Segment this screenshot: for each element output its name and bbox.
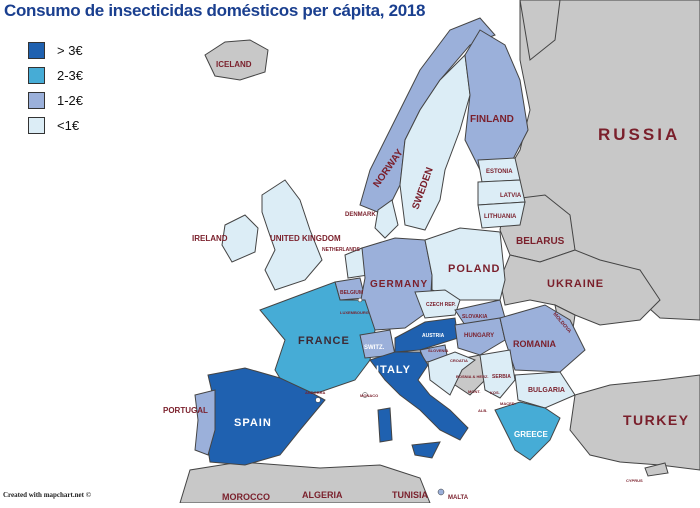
region-bulgaria xyxy=(514,371,576,409)
label-bosnia: BOSNIA & HERZ. xyxy=(456,374,489,379)
region-iceland xyxy=(204,39,269,81)
legend-label-gt3: > 3€ xyxy=(57,43,83,58)
label-luxembourg: LUXEMBOURG xyxy=(340,310,369,315)
legend-item-gt3: > 3€ xyxy=(28,38,83,63)
legend-item-1-2: 1-2€ xyxy=(28,88,83,113)
region-denmark xyxy=(374,199,399,239)
label-belgium: BELGIUM xyxy=(340,290,363,296)
region-finland xyxy=(464,29,529,171)
legend-item-lt1: <1€ xyxy=(28,113,83,138)
region-ireland xyxy=(221,214,259,263)
label-iceland: ICELAND xyxy=(216,60,252,69)
label-andorra: ANDORRA xyxy=(305,390,326,395)
legend-label-1-2: 1-2€ xyxy=(57,93,84,108)
label-uk: UNITED KINGDOM xyxy=(270,234,341,243)
region-hungary xyxy=(454,317,506,356)
label-croatia: CROATIA xyxy=(450,358,468,363)
label-cyprus: CYPRUS xyxy=(626,478,643,483)
label-tunisia: TUNISIA xyxy=(392,490,429,500)
legend-swatch-2-3 xyxy=(28,67,45,84)
region-north-africa xyxy=(179,461,431,504)
label-ukraine: UKRAINE xyxy=(547,278,604,290)
label-netherlands: NETHERLANDS xyxy=(322,247,360,253)
label-denmark: DENMARK xyxy=(345,212,376,218)
legend: > 3€ 2-3€ 1-2€ <1€ xyxy=(28,38,83,138)
map-title: Consumo de insecticidas domésticos per c… xyxy=(4,1,426,20)
label-bulgaria: BULGARIA xyxy=(528,387,565,394)
label-hungary: HUNGARY xyxy=(464,333,494,339)
label-portugal: PORTUGAL xyxy=(163,406,208,415)
label-montenegro: MONT. xyxy=(468,389,480,394)
marker-andorra xyxy=(315,397,321,403)
label-greece: GREECE xyxy=(514,430,548,439)
region-italy xyxy=(369,351,469,441)
region-sweden xyxy=(399,53,471,231)
label-spain: SPAIN xyxy=(234,417,272,429)
label-kosovo: KOS. xyxy=(490,390,500,395)
region-sicily xyxy=(411,441,441,459)
label-turkey: TURKEY xyxy=(623,412,690,428)
label-morocco: MOROCCO xyxy=(222,492,270,502)
label-albania: ALB. xyxy=(478,408,487,413)
label-ireland: IRELAND xyxy=(192,234,228,243)
legend-swatch-gt3 xyxy=(28,42,45,59)
label-finland: FINLAND xyxy=(470,114,514,125)
label-malta: MALTA xyxy=(448,495,469,501)
region-ukraine xyxy=(499,249,661,326)
label-macedonia: MACED. xyxy=(500,401,516,406)
label-belarus: BELARUS xyxy=(516,236,565,247)
region-sardinia xyxy=(377,407,393,443)
label-slovenia: SLOVENIA xyxy=(428,348,449,353)
region-north-grey xyxy=(519,0,561,61)
marker-malta xyxy=(437,488,445,496)
region-cyprus xyxy=(644,462,669,477)
label-slovakia: SLOVAKIA xyxy=(462,314,488,320)
label-algeria: ALGERIA xyxy=(302,490,343,500)
label-germany: GERMANY xyxy=(370,279,428,290)
marker-luxembourg xyxy=(357,297,363,303)
legend-swatch-lt1 xyxy=(28,117,45,134)
label-czech: CZECH REP. xyxy=(426,302,456,308)
region-greece xyxy=(494,401,561,461)
label-switz: SWITZ. xyxy=(364,345,385,351)
region-croatia xyxy=(427,351,477,396)
region-turkey xyxy=(569,374,700,471)
credit-text: Created with mapchart.net © xyxy=(3,491,91,499)
legend-label-2-3: 2-3€ xyxy=(57,68,84,83)
legend-swatch-1-2 xyxy=(28,92,45,109)
label-poland: POLAND xyxy=(448,263,500,275)
region-lithuania xyxy=(477,201,526,229)
marker-monaco xyxy=(362,392,368,398)
region-portugal xyxy=(194,389,216,456)
legend-label-lt1: <1€ xyxy=(57,118,80,133)
label-italy: ITALY xyxy=(376,364,411,376)
region-czech xyxy=(414,289,461,319)
label-latvia: LATVIA xyxy=(500,193,522,199)
label-monaco: MONACO xyxy=(360,393,378,398)
label-lithuania: LITHUANIA xyxy=(484,214,517,220)
label-serbia: SERBIA xyxy=(492,374,511,380)
region-germany xyxy=(359,237,433,331)
region-serbia xyxy=(479,349,516,399)
label-austria: AUSTRIA xyxy=(422,333,445,339)
region-uk xyxy=(261,179,323,291)
label-france: FRANCE xyxy=(298,335,350,347)
legend-item-2-3: 2-3€ xyxy=(28,63,83,88)
region-romania xyxy=(499,304,586,373)
label-russia: RUSSIA xyxy=(598,125,680,144)
label-estonia: ESTONIA xyxy=(486,169,513,175)
label-romania: ROMANIA xyxy=(513,339,556,349)
